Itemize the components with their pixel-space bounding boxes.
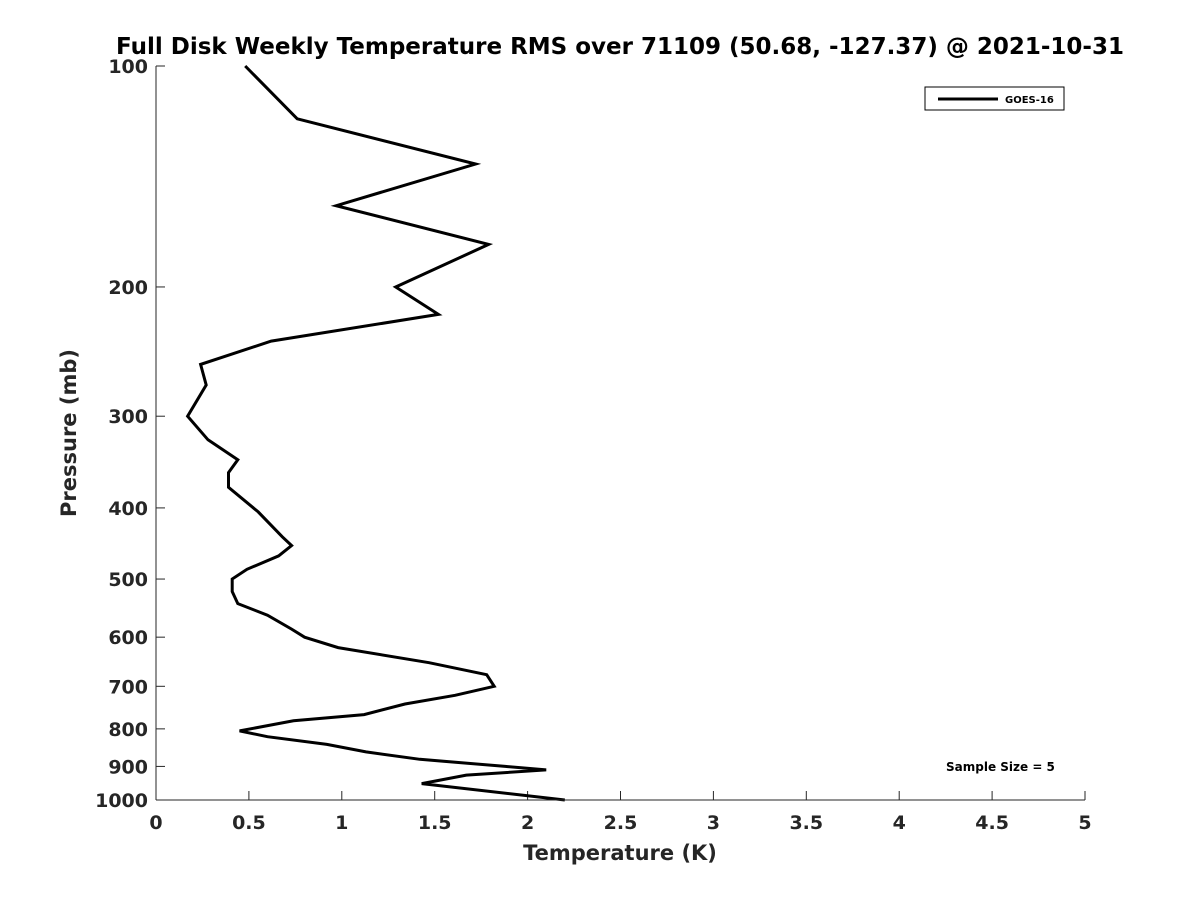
y-tick-label: 900 — [108, 756, 148, 778]
sample-size-annotation: Sample Size = 5 — [946, 760, 1055, 774]
legend-label: GOES-16 — [1005, 95, 1054, 106]
x-tick-label: 4.5 — [975, 812, 1009, 834]
y-tick-label: 100 — [108, 56, 148, 78]
x-tick-label: 0 — [149, 812, 162, 834]
x-tick-label: 1 — [335, 812, 348, 834]
y-tick-label: 500 — [108, 569, 148, 591]
y-tick-label: 700 — [108, 676, 148, 698]
y-tick-label: 600 — [108, 627, 148, 649]
chart-title: Full Disk Weekly Temperature RMS over 71… — [116, 34, 1124, 60]
y-axis-title: Pressure (mb) — [57, 349, 81, 517]
x-tick-label: 2 — [521, 812, 534, 834]
x-axis-title: Temperature (K) — [523, 841, 717, 865]
x-tick-label: 2.5 — [604, 812, 638, 834]
x-tick-label: 0.5 — [232, 812, 266, 834]
legend: GOES-16 — [924, 86, 1065, 111]
y-tick-label: 800 — [108, 719, 148, 741]
y-tick-label: 200 — [108, 277, 148, 299]
y-tick-label: 400 — [108, 498, 148, 520]
y-tick-label: 1000 — [95, 790, 148, 812]
x-ticks: 0 0.5 1 1.5 2 2.5 3 3.5 4 4.5 5 — [149, 791, 1092, 834]
x-tick-label: 1.5 — [418, 812, 452, 834]
y-ticks: 100 200 300 400 500 600 700 800 900 1000 — [95, 56, 165, 812]
y-tick-label: 300 — [108, 406, 148, 428]
x-tick-label: 3.5 — [789, 812, 823, 834]
x-tick-label: 4 — [893, 812, 906, 834]
series-line-goes-16 — [185, 64, 565, 802]
x-tick-label: 3 — [707, 812, 720, 834]
x-tick-label: 5 — [1078, 812, 1091, 834]
